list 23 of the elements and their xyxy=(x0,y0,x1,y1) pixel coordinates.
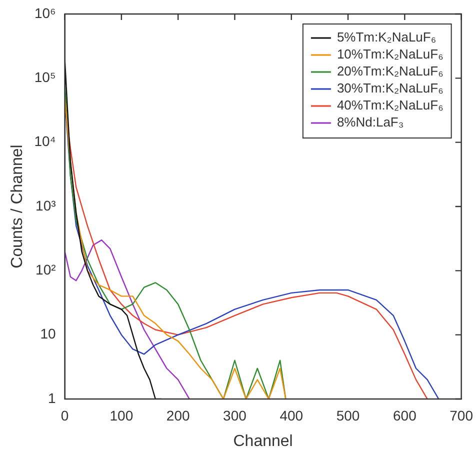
y-tick-label: 10³ xyxy=(36,197,56,214)
legend-label: 5%Tm:K₂NaLuF₆ xyxy=(336,30,436,45)
x-tick-label: 500 xyxy=(336,407,360,424)
legend-label: 8%Nd:LaF₃ xyxy=(336,114,404,130)
legend-label: 30%Tm:K₂NaLuF₆ xyxy=(336,80,444,96)
x-tick-label: 0 xyxy=(60,407,69,424)
x-tick-label: 700 xyxy=(450,407,474,424)
y-tick-label: 10⁴ xyxy=(34,133,56,150)
y-axis-title: Counts / Channel xyxy=(9,144,26,268)
y-tick-label: 1 xyxy=(48,390,56,406)
x-tick-label: 400 xyxy=(280,407,304,424)
x-tick-label: 300 xyxy=(223,407,247,424)
y-tick-label: 10 xyxy=(40,326,56,342)
legend-label: 40%Tm:K₂NaLuF₆ xyxy=(336,98,444,113)
x-tick-label: 100 xyxy=(110,407,134,424)
y-tick-label: 10² xyxy=(36,262,56,278)
y-tick-label: 10⁵ xyxy=(34,69,56,86)
x-axis-title: Channel xyxy=(233,432,293,450)
legend-label: 10%Tm:K₂NaLuF₆ xyxy=(336,46,444,62)
x-tick-label: 200 xyxy=(166,407,190,424)
x-tick-label: 600 xyxy=(392,407,417,424)
legend-label: 20%Tm:K₂NaLuF₆ xyxy=(336,64,444,79)
y-tick-label: 10⁶ xyxy=(34,4,56,21)
